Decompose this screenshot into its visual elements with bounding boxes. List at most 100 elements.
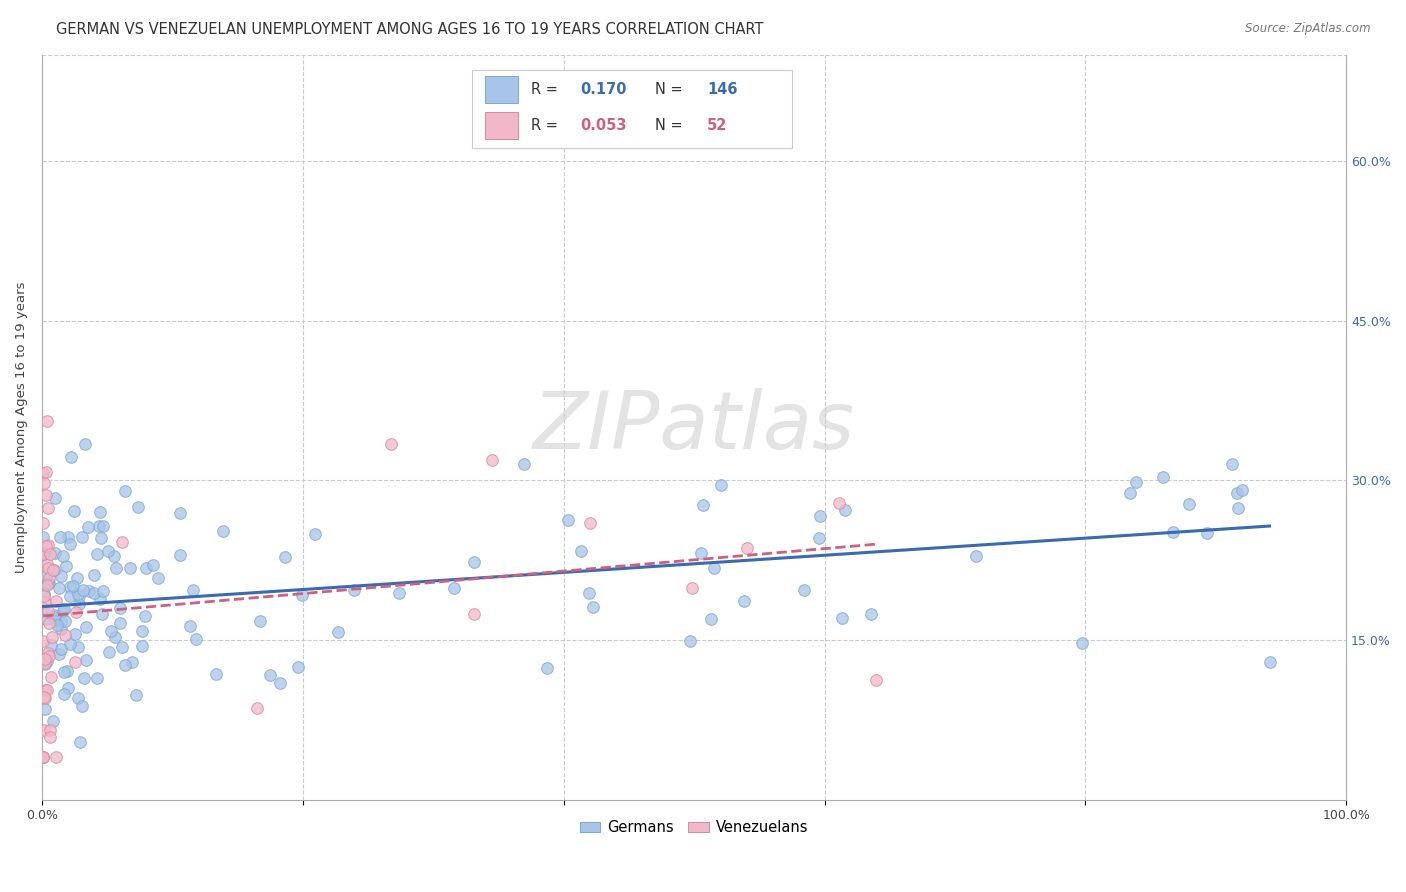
Point <box>834 503 856 517</box>
Point <box>212 524 235 539</box>
Point <box>1071 636 1094 650</box>
Point <box>38 615 60 630</box>
Point <box>63 504 86 518</box>
Point <box>699 612 721 626</box>
Point <box>52 687 75 701</box>
Point <box>87 519 110 533</box>
Point <box>91 519 114 533</box>
Point <box>39 730 62 744</box>
Point <box>97 645 120 659</box>
Bar <box>485 76 517 103</box>
Text: GERMAN VS VENEZUELAN UNEMPLOYMENT AMONG AGES 16 TO 19 YEARS CORRELATION CHART: GERMAN VS VENEZUELAN UNEMPLOYMENT AMONG … <box>56 22 763 37</box>
Point <box>39 638 62 652</box>
Point <box>733 593 755 607</box>
Point <box>42 563 65 577</box>
Point <box>578 586 600 600</box>
Point <box>710 478 733 492</box>
Point <box>75 620 97 634</box>
Point <box>111 535 134 549</box>
Point <box>1153 470 1175 484</box>
Point <box>34 656 56 670</box>
Point <box>35 487 58 501</box>
Point <box>735 541 758 555</box>
Point <box>35 569 58 583</box>
Point <box>67 590 90 604</box>
Point <box>557 513 579 527</box>
Point <box>1197 526 1219 541</box>
Point <box>32 750 55 764</box>
Point <box>44 608 66 623</box>
Point <box>38 571 60 585</box>
Point <box>388 585 411 599</box>
Point <box>67 597 90 611</box>
Point <box>51 622 73 636</box>
Point <box>34 682 56 697</box>
Point <box>37 501 59 516</box>
Point <box>89 592 111 607</box>
Point <box>131 639 153 653</box>
Point <box>83 586 105 600</box>
Point <box>48 530 70 544</box>
Point <box>536 661 558 675</box>
Point <box>793 583 815 598</box>
Point <box>32 530 55 544</box>
Text: ZIPatlas: ZIPatlas <box>533 388 855 467</box>
Point <box>37 561 59 575</box>
Point <box>48 648 70 662</box>
Point <box>1222 457 1244 471</box>
Point <box>91 607 114 622</box>
Point <box>52 604 75 618</box>
Point <box>1178 497 1201 511</box>
Point <box>205 667 228 681</box>
Point <box>1230 483 1253 498</box>
Point <box>51 614 73 628</box>
Point <box>63 626 86 640</box>
Point <box>59 636 82 650</box>
Point <box>83 568 105 582</box>
Point <box>269 676 291 690</box>
Point <box>66 640 89 654</box>
Text: 0.170: 0.170 <box>581 82 627 97</box>
Point <box>828 495 851 509</box>
Point <box>48 582 70 596</box>
Point <box>44 546 66 560</box>
Point <box>111 640 134 654</box>
Point <box>689 546 711 560</box>
Point <box>67 586 90 600</box>
Point <box>32 601 55 615</box>
Point <box>42 609 65 624</box>
Point <box>463 555 485 569</box>
Point <box>34 475 56 490</box>
Point <box>179 619 201 633</box>
Point <box>114 658 136 673</box>
Point <box>380 437 402 451</box>
Point <box>76 520 98 534</box>
Point <box>32 589 55 603</box>
Point <box>72 582 94 597</box>
Point <box>135 561 157 575</box>
Point <box>58 530 80 544</box>
Point <box>35 539 58 553</box>
Point <box>1119 485 1142 500</box>
Point <box>831 611 853 625</box>
Text: Source: ZipAtlas.com: Source: ZipAtlas.com <box>1246 22 1371 36</box>
Point <box>32 750 55 764</box>
Point <box>1226 486 1249 500</box>
Point <box>65 606 87 620</box>
Point <box>39 723 62 738</box>
Point <box>121 655 143 669</box>
Point <box>127 500 149 514</box>
Point <box>481 453 503 467</box>
Point <box>808 508 831 523</box>
Text: R =: R = <box>531 118 558 133</box>
Point <box>65 656 87 670</box>
Text: 146: 146 <box>707 82 738 97</box>
Point <box>52 549 75 564</box>
Point <box>53 627 76 641</box>
Point <box>32 653 55 667</box>
Point <box>692 498 714 512</box>
FancyBboxPatch shape <box>472 70 792 148</box>
Point <box>73 671 96 685</box>
Point <box>38 648 60 663</box>
Point <box>32 466 55 480</box>
